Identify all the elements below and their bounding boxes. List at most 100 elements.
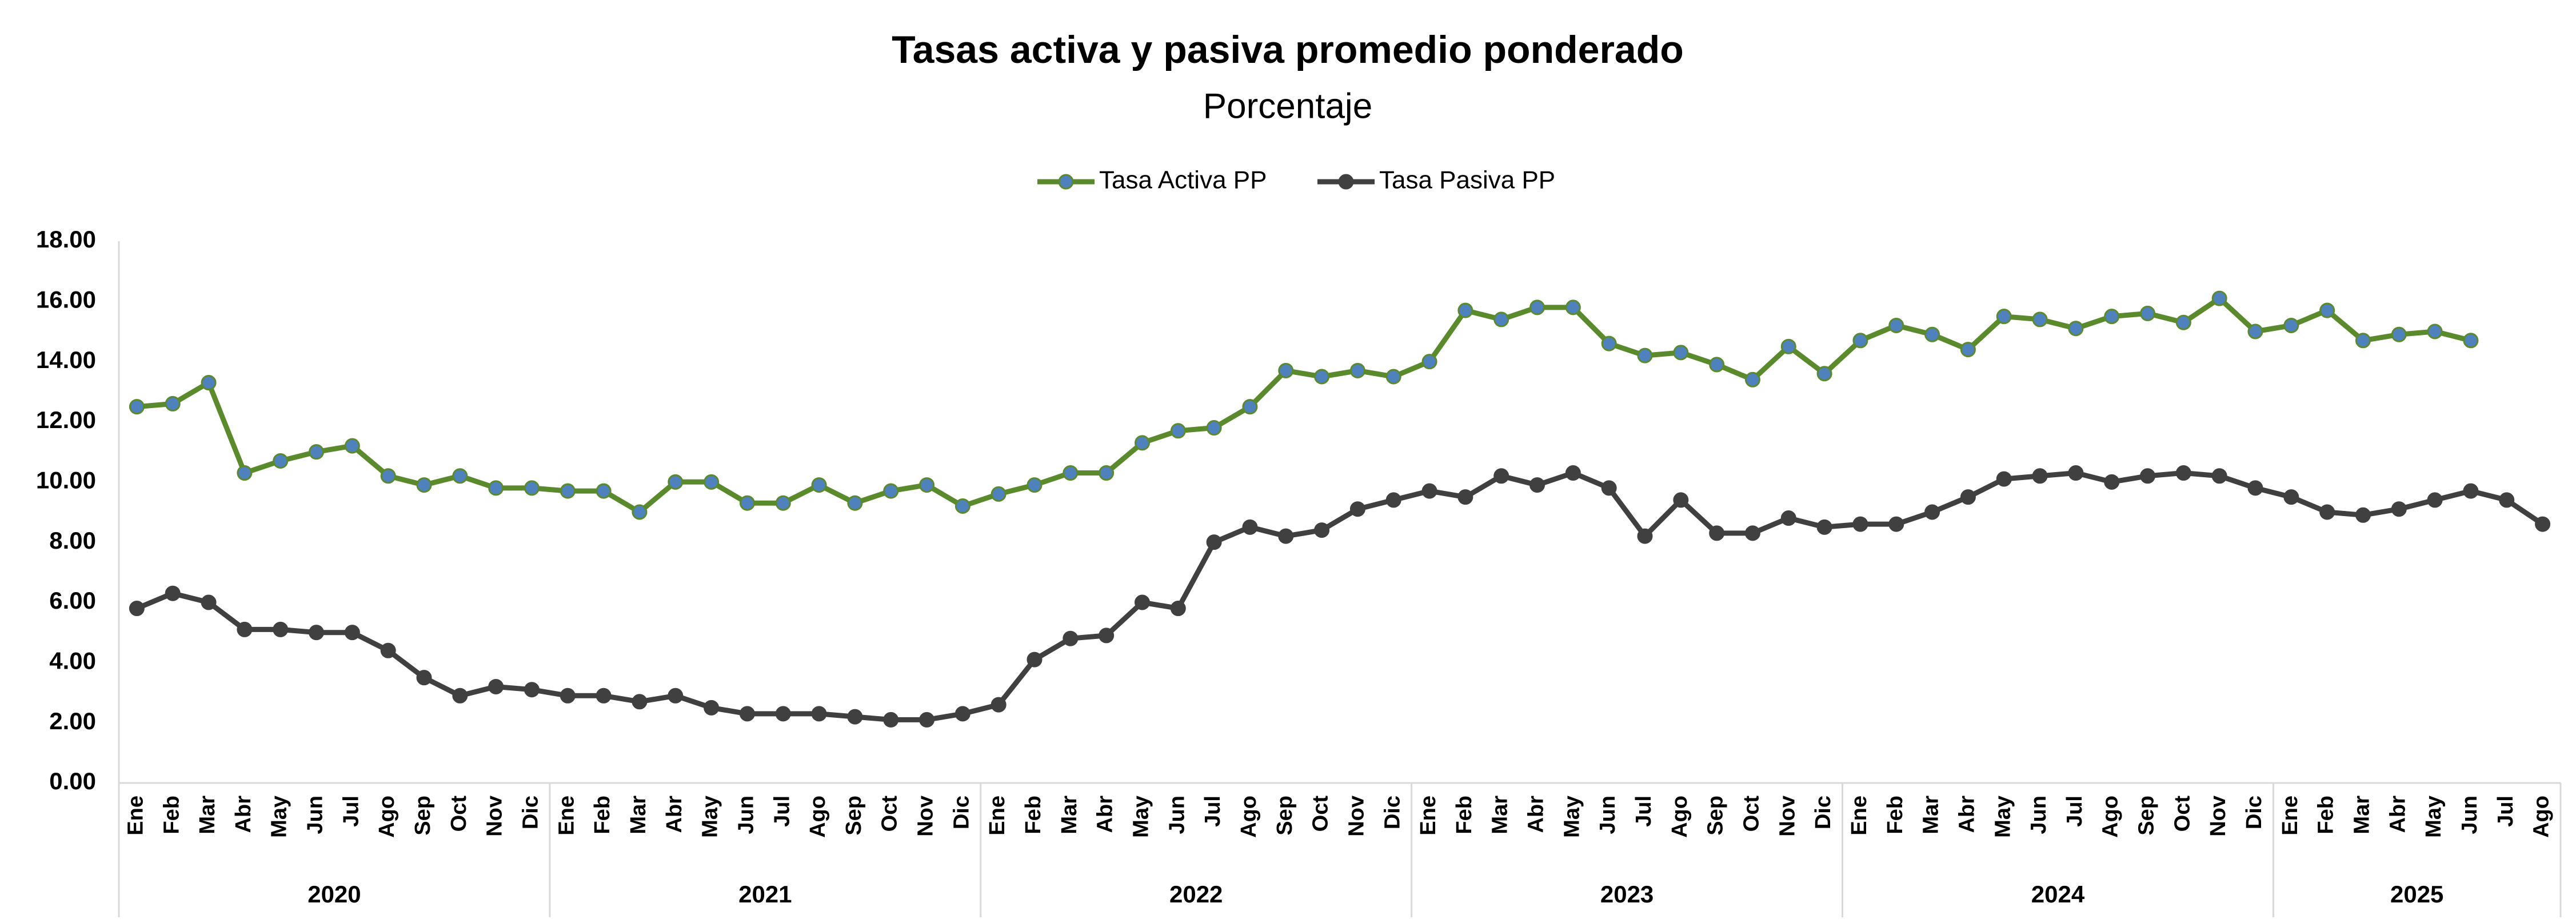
x-tick-label: Sep [2135,796,2159,836]
data-point [2283,317,2299,333]
x-tick-label: May [698,796,722,838]
x-tick-label: May [1991,796,2015,838]
x-tick-label: Sep [1704,796,1728,836]
year-label: 2024 [2031,881,2085,908]
data-point [1134,435,1150,451]
data-point [2355,507,2371,523]
y-tick-label: 14.00 [36,346,96,373]
data-point [739,706,755,722]
x-tick-label: Jun [734,796,758,834]
data-point [2499,492,2515,508]
data-point [129,601,145,617]
x-tick-label: Jul [2063,796,2087,827]
data-point [1349,362,1365,378]
year-label: 2025 [2390,881,2443,908]
x-tick-label: Feb [1452,796,1476,834]
x-tick-label: Mar [2350,796,2374,834]
data-point [1099,465,1115,481]
data-point [1601,480,1617,496]
legend-label: Tasa Activa PP [1099,166,1267,194]
data-point [1924,326,1940,342]
data-point [273,621,289,637]
data-point [1314,369,1330,385]
data-point [632,504,648,520]
data-point [1027,652,1043,668]
x-tick-label: Jul [1632,796,1656,827]
data-point [380,468,396,484]
legend-marker [1338,174,1354,190]
y-tick-label: 18.00 [36,226,96,253]
data-point [380,642,396,658]
legend-label: Tasa Pasiva PP [1379,166,1555,194]
x-tick-label: Jun [2027,796,2051,834]
year-label: 2021 [738,881,792,908]
y-tick-label: 10.00 [36,466,96,493]
x-tick-label: Mar [195,796,219,834]
x-tick-label: Ene [1847,796,1871,836]
data-point [452,688,468,704]
data-point [1996,471,2012,487]
x-tick-label: Feb [1883,796,1907,834]
x-tick-label: Abr [231,796,255,833]
data-point [1744,371,1760,387]
data-point [2427,323,2443,339]
data-point [1170,601,1186,617]
x-tick-label: Ene [554,796,578,836]
data-point [2211,468,2227,484]
data-point [1709,357,1725,373]
data-point [560,483,576,499]
data-point [1780,510,1796,526]
data-point [1637,528,1653,544]
data-point [1816,519,1832,535]
data-point [2032,468,2048,484]
data-point [1314,522,1330,538]
data-point [1493,311,1509,327]
data-point [991,697,1007,713]
data-point [1385,492,1401,508]
data-point [2068,321,2084,337]
data-point [811,477,827,493]
data-point [1242,519,1258,535]
x-tick-label: May [2422,796,2446,838]
x-tick-label: Jun [303,796,328,834]
x-tick-label: Jun [1596,796,1620,834]
data-point [1565,465,1581,481]
data-point [452,468,468,484]
data-point [632,694,648,710]
data-point [2175,465,2191,481]
x-tick-label: May [1560,796,1584,838]
data-point [1278,528,1294,544]
x-tick-label: Ago [1668,796,1692,838]
data-point [704,474,720,490]
data-point [1637,347,1653,363]
data-point [1278,362,1294,378]
data-point [739,495,755,511]
x-tick-label: Sep [842,796,866,836]
data-point [1673,345,1689,361]
x-tick-label: Mar [1488,796,1512,834]
data-point [129,399,145,415]
data-point [2068,465,2084,481]
data-point [775,706,791,722]
data-point [1421,483,1437,499]
data-point [596,483,612,499]
data-point [1888,516,1904,532]
data-point [1780,338,1796,354]
data-point [201,375,217,391]
x-tick-label: Mar [1057,796,1081,834]
x-tick-label: Jul [1201,796,1225,827]
data-point [954,706,971,722]
year-label: 2022 [1169,881,1223,908]
x-tick-label: Feb [590,796,614,834]
data-point [2535,516,2551,532]
data-point [775,495,791,511]
data-point [1134,594,1150,610]
x-tick-label: Dic [519,796,543,829]
data-point [2391,501,2407,517]
data-point [273,453,289,469]
chart-subtitle: Porcentaje [1203,86,1372,126]
x-tick-label: Oct [878,796,902,832]
data-point [2427,492,2443,508]
x-tick-label: Abr [1524,796,1548,833]
data-point [2283,489,2299,505]
